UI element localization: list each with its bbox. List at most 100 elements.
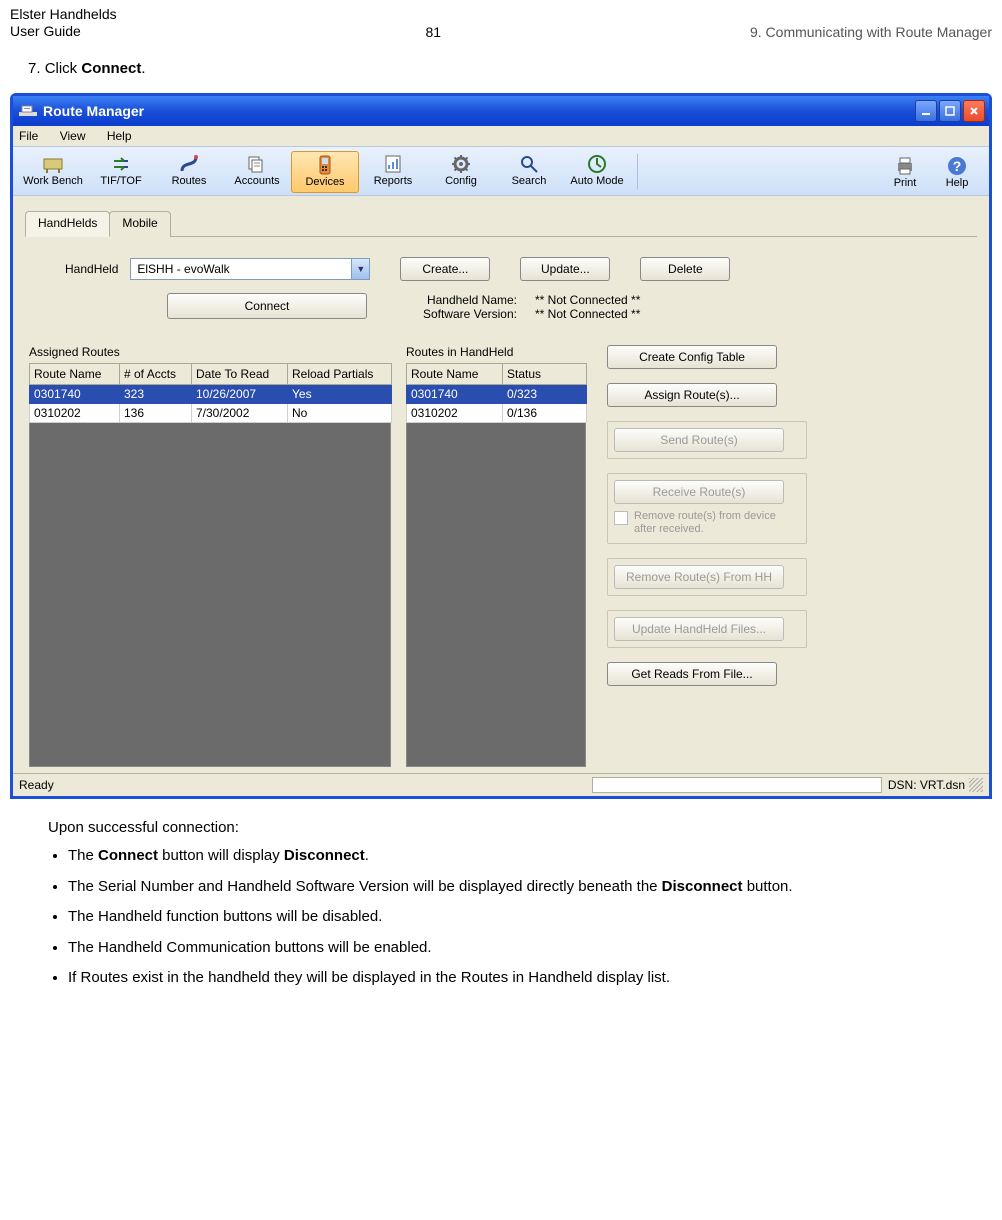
- get-reads-from-file-button[interactable]: Get Reads From File...: [607, 662, 777, 686]
- menu-help[interactable]: Help: [107, 129, 132, 143]
- toolbar-tiftof-button[interactable]: TIF/TOF: [87, 151, 155, 193]
- assign-routes-button[interactable]: Assign Route(s)...: [607, 383, 777, 407]
- table-cell: 0310202: [407, 403, 503, 422]
- delete-button[interactable]: Delete: [640, 257, 730, 281]
- tab-handhelds[interactable]: HandHelds: [25, 211, 110, 237]
- table-row[interactable]: 03102021367/30/2002No: [30, 403, 392, 422]
- bullet-item: If Routes exist in the handheld they wil…: [68, 967, 982, 990]
- table-cell: 136: [120, 403, 192, 422]
- after-intro: Upon successful connection:: [48, 817, 982, 840]
- table-cell: 0301740: [30, 384, 120, 403]
- column-header[interactable]: Date To Read: [192, 363, 288, 384]
- receive-routes-button[interactable]: Receive Route(s): [614, 480, 784, 504]
- create-config-table-button[interactable]: Create Config Table: [607, 345, 777, 369]
- toolbar-config-button[interactable]: Config: [427, 151, 495, 193]
- progress-bar: [592, 777, 882, 793]
- table-row[interactable]: 03102020/136: [407, 403, 587, 422]
- toolbar-routes-button[interactable]: Routes: [155, 151, 223, 193]
- column-header[interactable]: Route Name: [30, 363, 120, 384]
- toolbar-help-button[interactable]: ? Help: [931, 153, 983, 193]
- toolbar-label: Accounts: [234, 175, 279, 187]
- table-cell: 0/323: [503, 384, 587, 403]
- help-icon: ?: [946, 155, 968, 177]
- toolbar-accounts-button[interactable]: Accounts: [223, 151, 291, 193]
- toolbar-reports-button[interactable]: Reports: [359, 151, 427, 193]
- column-header[interactable]: Reload Partials: [288, 363, 392, 384]
- routes-in-handheld-section: Routes in HandHeld Route NameStatus03017…: [406, 345, 587, 767]
- menu-view[interactable]: View: [60, 129, 86, 143]
- handheld-combo-value: ElSHH - evoWalk: [137, 262, 229, 276]
- after-text: Upon successful connection: The Connect …: [48, 817, 982, 990]
- status-dsn: DSN: VRT.dsn: [888, 778, 965, 792]
- toolbar-devices-button[interactable]: Devices: [291, 151, 359, 193]
- tab-mobile[interactable]: Mobile: [109, 211, 170, 237]
- table-cell: 0301740: [407, 384, 503, 403]
- toolbar-search-button[interactable]: Search: [495, 151, 563, 193]
- send-routes-button[interactable]: Send Route(s): [614, 428, 784, 452]
- handheld-combo[interactable]: ElSHH - evoWalk ▼: [130, 258, 370, 280]
- bullet-item: The Serial Number and Handheld Software …: [68, 876, 982, 899]
- table-row[interactable]: 030174032310/26/2007Yes: [30, 384, 392, 403]
- automode-icon: [586, 153, 608, 175]
- step-text: 7. Click Connect.: [28, 60, 992, 77]
- config-icon: [450, 153, 472, 175]
- route-manager-window: Route Manager File View Help Work Bench T…: [10, 93, 992, 799]
- assigned-routes-section: Assigned Routes Route Name# of AcctsDate…: [29, 345, 392, 767]
- minimize-button[interactable]: [915, 100, 937, 122]
- routes-in-handheld-title: Routes in HandHeld: [406, 345, 587, 359]
- table-cell: 0310202: [30, 403, 120, 422]
- connect-button[interactable]: Connect: [167, 293, 367, 319]
- accounts-icon: [246, 153, 268, 175]
- routes-icon: [178, 153, 200, 175]
- toolbar-label: Work Bench: [23, 175, 83, 187]
- update-handheld-files-button[interactable]: Update HandHeld Files...: [614, 617, 784, 641]
- software-version-label: Software Version:: [387, 307, 517, 321]
- toolbar-label: TIF/TOF: [100, 175, 141, 187]
- maximize-button[interactable]: [939, 100, 961, 122]
- menu-file[interactable]: File: [19, 129, 38, 143]
- toolbar-label: Config: [445, 175, 477, 187]
- toolbar-print-button[interactable]: Print: [879, 153, 931, 193]
- table-cell: Yes: [288, 384, 392, 403]
- toolbar-label: Devices: [305, 176, 344, 188]
- column-header[interactable]: Status: [503, 363, 587, 384]
- section-title: 9. Communicating with Route Manager: [750, 24, 992, 40]
- column-header[interactable]: Route Name: [407, 363, 503, 384]
- titlebar: Route Manager: [13, 96, 989, 126]
- toolbar-workbench-button[interactable]: Work Bench: [19, 151, 87, 193]
- doc-title-line2: User Guide: [10, 23, 117, 40]
- create-button[interactable]: Create...: [400, 257, 490, 281]
- column-header[interactable]: # of Accts: [120, 363, 192, 384]
- page-number: 81: [117, 24, 750, 40]
- table-cell: 323: [120, 384, 192, 403]
- resize-grip-icon[interactable]: [969, 778, 983, 792]
- workbench-icon: [42, 153, 64, 175]
- table-row[interactable]: 03017400/323: [407, 384, 587, 403]
- devices-icon: [314, 154, 336, 176]
- table-cell: 10/26/2007: [192, 384, 288, 403]
- toolbar-automode-button[interactable]: Auto Mode: [563, 151, 631, 193]
- statusbar: Ready DSN: VRT.dsn: [13, 773, 989, 796]
- handheld-name-label: Handheld Name:: [387, 293, 517, 307]
- remove-after-received-label: Remove route(s) from device after receiv…: [634, 510, 800, 538]
- menubar: File View Help: [13, 126, 989, 146]
- chevron-down-icon: ▼: [351, 259, 369, 279]
- app-icon: [19, 104, 37, 118]
- remove-after-received-row[interactable]: Remove route(s) from device after receiv…: [614, 510, 800, 538]
- update-button[interactable]: Update...: [520, 257, 610, 281]
- close-button[interactable]: [963, 100, 985, 122]
- bullet-item: The Handheld Communication buttons will …: [68, 937, 982, 960]
- software-version-value: ** Not Connected **: [535, 307, 640, 321]
- tiftof-icon: [110, 153, 132, 175]
- doc-header: Elster Handhelds User Guide 81 9. Commun…: [10, 0, 992, 42]
- svg-text:?: ?: [953, 158, 962, 174]
- content-area: HandHelds Mobile HandHeld ElSHH - evoWal…: [13, 196, 989, 773]
- remove-routes-from-hh-button[interactable]: Remove Route(s) From HH: [614, 565, 784, 589]
- handheld-label: HandHeld: [65, 262, 118, 276]
- status-ready: Ready: [19, 778, 54, 792]
- handheld-name-value: ** Not Connected **: [535, 293, 640, 307]
- toolbar-label: Help: [946, 177, 969, 189]
- side-button-column: Create Config Table Assign Route(s)... S…: [607, 345, 807, 687]
- toolbar: Work Bench TIF/TOF Routes Accounts Devices Re…: [13, 146, 989, 196]
- table-cell: 7/30/2002: [192, 403, 288, 422]
